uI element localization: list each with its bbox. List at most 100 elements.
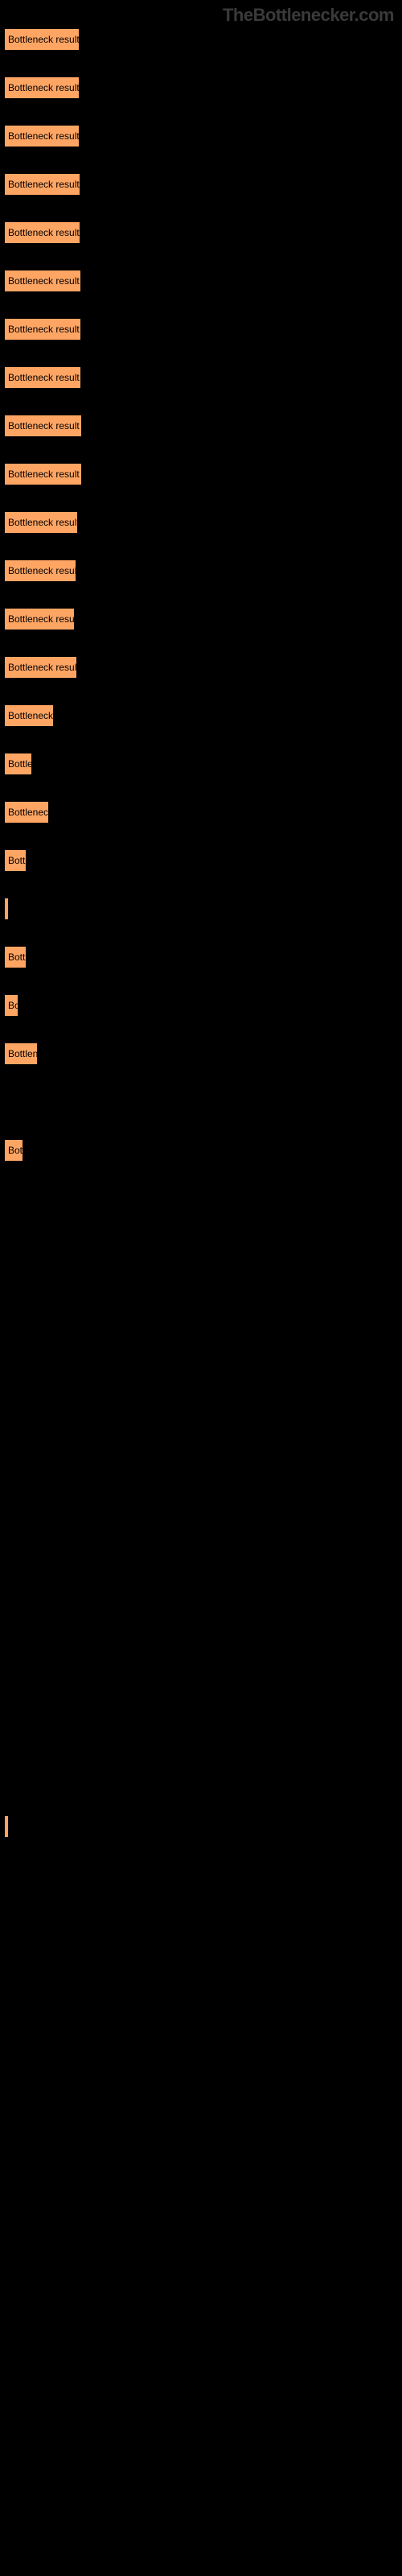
bar-label: Bottleneck result	[8, 613, 75, 625]
bar-label: Bottleneck result	[8, 227, 80, 238]
bar-row	[4, 2491, 402, 2514]
bar-row: Bottleneck result	[4, 173, 402, 196]
bar-row	[4, 2153, 402, 2176]
bar: Bottleneck result	[4, 366, 81, 389]
bar-label: Bottleneck result	[8, 710, 54, 721]
bar-row	[4, 1429, 402, 1451]
bar-row	[4, 1091, 402, 1113]
bar-row: Bottleneck result	[4, 1139, 402, 1162]
bar-label: Bottleneck result	[8, 662, 77, 673]
bar-row: Bottleneck result	[4, 318, 402, 341]
bar-row	[4, 1912, 402, 1934]
bar: Bottleneck result	[4, 704, 54, 727]
bar-row: Bottleneck result	[4, 656, 402, 679]
bar-row: Bottleneck result	[4, 76, 402, 99]
bar: Bottleneck result	[4, 801, 49, 824]
bar-row: Bottleneck result	[4, 28, 402, 51]
bar-label: Bottleneck result	[8, 1145, 23, 1156]
bar: Bottleneck result	[4, 656, 77, 679]
bar-row	[4, 1477, 402, 1500]
bar: Bottleneck result	[4, 994, 18, 1017]
bar: Bottleneck result	[4, 125, 80, 147]
bar-row	[4, 1187, 402, 1210]
bar-row: Bottleneck result	[4, 270, 402, 292]
bar-row	[4, 1284, 402, 1307]
bar: Bottleneck result	[4, 463, 82, 485]
bar-row: Bottleneck result	[4, 221, 402, 244]
bar-row	[4, 2443, 402, 2466]
bar-row: Bottleneck result	[4, 608, 402, 630]
bar-label: Bottleneck result	[8, 179, 80, 190]
bar-label: Bottleneck result	[8, 469, 80, 480]
bar: Bottleneck result	[4, 173, 80, 196]
bar: Bottleneck result	[4, 1815, 9, 1838]
bar-row	[4, 1381, 402, 1403]
bar-row	[4, 2298, 402, 2321]
bar-row	[4, 1670, 402, 1693]
bar-label: Bottleneck result	[8, 807, 49, 818]
bar: Bottleneck result	[4, 849, 27, 872]
bar-row: Bottleneck result	[4, 125, 402, 147]
bar-row	[4, 2395, 402, 2417]
bar: Bottleneck result	[4, 76, 80, 99]
bar: Bottleneck result	[4, 270, 81, 292]
bar-label: Bottleneck result	[8, 82, 80, 93]
bar: Bottleneck result	[4, 318, 81, 341]
bar-label: Bottleneck result	[8, 1000, 18, 1011]
bar-row	[4, 1864, 402, 1886]
bar-row: Bottleneck result	[4, 704, 402, 727]
bar-row: Bottleneck result	[4, 415, 402, 437]
bar-row	[4, 1332, 402, 1355]
bar-row	[4, 1719, 402, 1741]
bar-row: Bottleneck result	[4, 1042, 402, 1065]
bar: Bottleneck result	[4, 898, 9, 920]
bar-label: Bottleneck result	[8, 952, 27, 963]
bar-row	[4, 2105, 402, 2128]
bar-row: Bottleneck result	[4, 463, 402, 485]
bar-row	[4, 2008, 402, 2031]
bar-label: Bottleneck result	[8, 324, 80, 335]
bar: Bottleneck result	[4, 559, 76, 582]
bar-row: Bottleneck result	[4, 559, 402, 582]
bar-row	[4, 1767, 402, 1790]
bar: Bottleneck result	[4, 511, 78, 534]
bar-row	[4, 2057, 402, 2079]
bar-label: Bottleneck result	[8, 372, 80, 383]
bar-chart: Bottleneck result Bottleneck result Bottle…	[0, 0, 402, 2514]
bar-label: Bottleneck result	[8, 420, 80, 431]
bar: Bottleneck result	[4, 946, 27, 968]
bar-row: Bottleneck result	[4, 946, 402, 968]
bar-row	[4, 1236, 402, 1258]
bar: Bottleneck result	[4, 221, 80, 244]
bar-label: Bottleneck result	[8, 130, 80, 142]
bar-row: Bottleneck result	[4, 994, 402, 1017]
bar-label: Bottleneck result	[8, 758, 32, 770]
bar: Bottleneck result	[4, 415, 82, 437]
bar-row	[4, 2250, 402, 2273]
bar-row	[4, 2347, 402, 2369]
bar-row: Bottleneck result	[4, 801, 402, 824]
bar-row	[4, 1960, 402, 1983]
bar-row: Bottleneck result	[4, 898, 402, 920]
bar-row: Bottleneck result	[4, 753, 402, 775]
bar-row	[4, 1525, 402, 1548]
bar: Bottleneck result	[4, 753, 32, 775]
bar-row	[4, 1574, 402, 1596]
bar-row	[4, 2202, 402, 2224]
bar-label: Bottleneck result	[8, 1821, 9, 1832]
bar-label: Bottleneck result	[8, 1048, 38, 1059]
bar: Bottleneck result	[4, 1139, 23, 1162]
bar-row	[4, 1622, 402, 1645]
bar-row: Bottleneck result	[4, 1815, 402, 1838]
bar-label: Bottleneck result	[8, 34, 80, 45]
bar-label: Bottleneck result	[8, 855, 27, 866]
bar-label: Bottleneck result	[8, 275, 80, 287]
bar-label: Bottleneck result	[8, 903, 9, 914]
bar-row: Bottleneck result	[4, 366, 402, 389]
bar-label: Bottleneck result	[8, 565, 76, 576]
watermark-text: TheBottlenecker.com	[223, 5, 394, 26]
bar-row: Bottleneck result	[4, 849, 402, 872]
bar: Bottleneck result	[4, 28, 80, 51]
bar: Bottleneck result	[4, 1042, 38, 1065]
bar-row: Bottleneck result	[4, 511, 402, 534]
